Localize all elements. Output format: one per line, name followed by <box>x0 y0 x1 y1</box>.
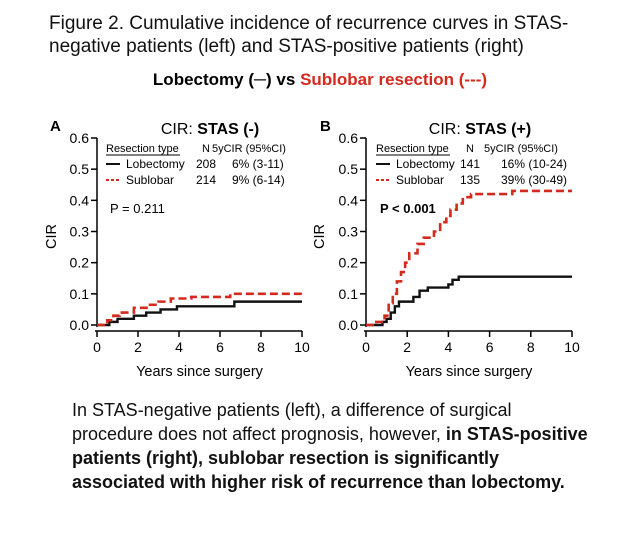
panel-b-curve-sublobar <box>366 189 572 327</box>
panel-a-pvalue: P = 0.211 <box>110 201 165 216</box>
panel-b-letter: B <box>320 118 331 135</box>
panel-a-legend-n-sublobar: 214 <box>196 173 216 187</box>
panel-a-y-tick-label: 0.3 <box>70 224 90 240</box>
panel-b-y-axis-label: CIR <box>312 224 328 249</box>
panel-b-x-tick-label: 6 <box>486 339 494 355</box>
panel-b-x-tick-label: 2 <box>403 339 411 355</box>
panel-a-legend-cir-lobectomy: 6% (3-11) <box>232 157 284 171</box>
panel-a-x-tick-label: 8 <box>257 339 265 355</box>
conclusion-text: In STAS-negative patients (left), a diff… <box>72 398 592 494</box>
panel-a-legend-name-lobectomy: Lobectomy <box>126 157 185 171</box>
subtitle-vs: ) vs <box>266 70 301 89</box>
subtitle-lobectomy: Lobectomy ( <box>152 70 254 89</box>
panel-b-y-tick-label: 0.5 <box>339 161 359 177</box>
panel-b-x-tick-label: 8 <box>527 339 535 355</box>
panel-a-y-tick-label: 0.1 <box>70 286 90 302</box>
panel-b-curve-lobectomy <box>366 275 572 327</box>
comparison-subtitle: Lobectomy (─) vs Sublobar resection (---… <box>0 70 640 90</box>
panel-b-y-tick-label: 0.3 <box>339 224 359 240</box>
panel-a-title: CIR: STAS (-) <box>161 121 259 138</box>
panel-a-y-tick-label: 0.0 <box>70 317 90 333</box>
conclusion-bold: in STAS-positive patients (right), sublo… <box>72 424 588 492</box>
panel-b-pvalue: P < 0.001 <box>380 201 436 216</box>
panel-b-legend-header-cir: 5yCIR (95%CI) <box>484 143 558 155</box>
panel-b-legend-cir-lobectomy: 16% (10-24) <box>501 157 567 171</box>
panel-a-y-tick-label: 0.6 <box>70 130 90 146</box>
panel-a-y-tick-label: 0.4 <box>70 192 90 208</box>
panel-b-legend-n-lobectomy: 141 <box>460 157 480 171</box>
panel-a-y-axis-label: CIR <box>44 224 60 249</box>
panel-a-legend-n-lobectomy: 208 <box>196 157 216 171</box>
panel-b-title: CIR: STAS (+) <box>429 121 531 138</box>
subtitle-sublobar: Sublobar resection (---) <box>300 70 488 89</box>
panel-a-legend-header-n: N <box>202 143 210 155</box>
panel-a-letter: A <box>50 118 61 135</box>
panel-b-y-tick-label: 0.6 <box>339 130 359 146</box>
subtitle-solid-symbol: ─ <box>253 70 267 89</box>
panel-b-x-tick-label: 0 <box>362 339 370 355</box>
panel-b-legend-name-lobectomy: Lobectomy <box>396 157 455 171</box>
panel-b-x-tick-label: 4 <box>445 339 453 355</box>
figure-caption: Figure 2. Cumulative incidence of recurr… <box>49 13 569 57</box>
panel-a-y-tick-label: 0.2 <box>70 255 90 271</box>
panel-a-x-tick-label: 2 <box>134 339 142 355</box>
panel-a-x-tick-label: 4 <box>175 339 183 355</box>
panel-b-x-tick-label: 10 <box>564 339 580 355</box>
conclusion-plain: In STAS-negative patients (left), a diff… <box>72 400 512 444</box>
panel-a-legend-header-cir: 5yCIR (95%CI) <box>212 143 286 155</box>
panel-b-x-axis-label: Years since surgery <box>406 364 534 380</box>
panel-a-curve-sublobar <box>97 292 302 327</box>
panel-b-legend-cir-sublobar: 39% (30-49) <box>501 173 567 187</box>
panel-a-x-tick-label: 10 <box>294 339 310 355</box>
panel-b-y-tick-label: 0.1 <box>339 286 359 302</box>
panel-a-legend-cir-sublobar: 9% (6-14) <box>232 173 285 187</box>
panel-b-y-tick-label: 0.4 <box>339 192 359 208</box>
panel-a-legend-header-type: Resection type <box>106 143 179 155</box>
panel-b-legend-header-type: Resection type <box>376 143 449 155</box>
panel-b-legend-n-sublobar: 135 <box>460 173 480 187</box>
panel-b-legend-name-sublobar: Sublobar <box>396 173 444 187</box>
panel-a-curve-lobectomy <box>97 300 302 327</box>
panel-a-x-tick-label: 0 <box>93 339 101 355</box>
panel-a-x-tick-label: 6 <box>216 339 224 355</box>
panel-a-legend-name-sublobar: Sublobar <box>126 173 174 187</box>
panel-b-y-tick-label: 0.0 <box>339 317 359 333</box>
panel-a-y-tick-label: 0.5 <box>70 161 90 177</box>
panel-a-x-axis-label: Years since surgery <box>136 364 264 380</box>
panel-b-y-tick-label: 0.2 <box>339 255 359 271</box>
panel-b-legend-header-n: N <box>466 143 474 155</box>
